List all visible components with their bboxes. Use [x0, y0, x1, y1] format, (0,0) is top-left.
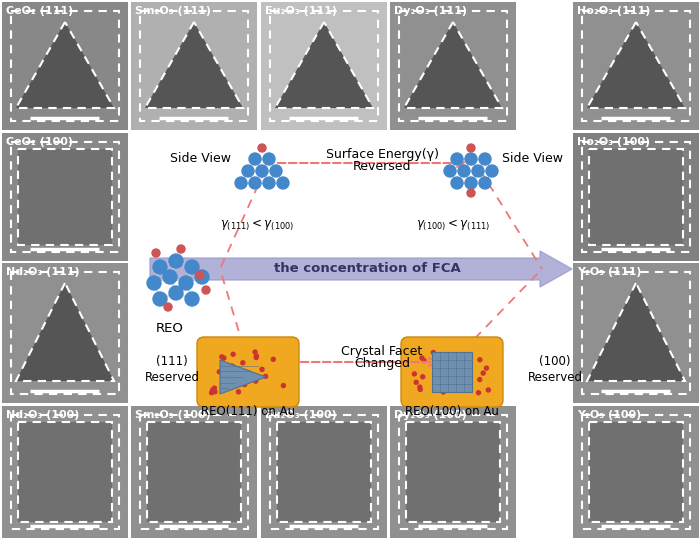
Circle shape: [223, 371, 228, 375]
Circle shape: [153, 292, 167, 306]
Circle shape: [255, 354, 258, 358]
Circle shape: [422, 359, 426, 363]
Circle shape: [463, 372, 467, 376]
Circle shape: [421, 375, 425, 379]
Bar: [573, 133, 699, 261]
Text: Crystal Facet: Crystal Facet: [342, 345, 423, 358]
Polygon shape: [587, 22, 685, 108]
FancyBboxPatch shape: [401, 337, 503, 407]
Text: Ho₂O₃ (111): Ho₂O₃ (111): [577, 6, 650, 16]
Text: Dy₂O₃ (111): Dy₂O₃ (111): [394, 6, 467, 16]
Text: (111)
Reserved: (111) Reserved: [144, 355, 199, 384]
Circle shape: [177, 245, 185, 253]
Circle shape: [196, 271, 204, 279]
Circle shape: [465, 153, 477, 165]
Circle shape: [486, 165, 498, 177]
Text: Changed: Changed: [354, 357, 410, 370]
Circle shape: [249, 153, 261, 165]
Circle shape: [253, 350, 257, 354]
Circle shape: [258, 144, 266, 152]
Circle shape: [264, 375, 267, 378]
Bar: [18, 149, 112, 245]
Bar: [582, 415, 690, 529]
Circle shape: [451, 153, 463, 165]
Bar: [11, 11, 119, 121]
Circle shape: [477, 391, 480, 395]
Circle shape: [185, 260, 199, 274]
Circle shape: [277, 177, 289, 189]
Circle shape: [217, 370, 221, 374]
Bar: [589, 149, 683, 245]
Bar: [2, 2, 128, 130]
Text: Nd₂O₃ (100): Nd₂O₃ (100): [6, 410, 79, 420]
Text: (100)
Reserved: (100) Reserved: [528, 355, 582, 384]
Circle shape: [235, 177, 247, 189]
Text: Ho₂O₃ (100): Ho₂O₃ (100): [577, 137, 650, 147]
Bar: [432, 352, 472, 392]
Circle shape: [231, 352, 235, 356]
Bar: [131, 406, 257, 538]
Circle shape: [263, 177, 275, 189]
Circle shape: [211, 388, 215, 392]
Bar: [147, 422, 241, 522]
Polygon shape: [587, 283, 685, 381]
Text: the concentration of FCA: the concentration of FCA: [274, 262, 461, 275]
Polygon shape: [275, 22, 373, 108]
Bar: [277, 422, 371, 522]
FancyArrow shape: [150, 251, 572, 287]
Circle shape: [446, 377, 450, 382]
Bar: [261, 2, 387, 130]
Text: Sm₂O₃ (111): Sm₂O₃ (111): [135, 6, 211, 16]
Text: $\gamma_{(100)}<\gamma_{(111)}$: $\gamma_{(100)}<\gamma_{(111)}$: [416, 218, 490, 233]
Circle shape: [441, 390, 445, 394]
Circle shape: [486, 388, 490, 392]
Circle shape: [270, 165, 282, 177]
Circle shape: [249, 177, 261, 189]
Circle shape: [256, 165, 268, 177]
Circle shape: [467, 144, 475, 152]
Circle shape: [179, 276, 193, 290]
Text: Dy₂O₃ (100): Dy₂O₃ (100): [394, 410, 467, 420]
Bar: [18, 149, 112, 245]
Polygon shape: [404, 22, 502, 108]
Bar: [18, 422, 112, 522]
Bar: [2, 133, 128, 261]
Bar: [131, 133, 573, 406]
Circle shape: [479, 153, 491, 165]
Bar: [399, 415, 507, 529]
Circle shape: [467, 189, 475, 197]
Circle shape: [472, 165, 484, 177]
Circle shape: [241, 361, 245, 365]
Circle shape: [272, 357, 275, 362]
Circle shape: [230, 364, 235, 368]
Circle shape: [220, 355, 224, 359]
Bar: [406, 422, 500, 522]
Circle shape: [260, 367, 264, 371]
Bar: [589, 422, 683, 522]
Circle shape: [152, 249, 160, 257]
Text: Eu₂O₃ (100): Eu₂O₃ (100): [265, 410, 337, 420]
Circle shape: [263, 153, 275, 165]
Circle shape: [419, 388, 422, 391]
Text: Surface Energy(γ): Surface Energy(γ): [326, 148, 438, 161]
Circle shape: [164, 303, 172, 311]
Circle shape: [281, 384, 286, 388]
FancyBboxPatch shape: [197, 337, 299, 407]
Text: Nd₂O₃ (111): Nd₂O₃ (111): [6, 267, 80, 277]
Circle shape: [443, 362, 447, 366]
Bar: [573, 406, 699, 538]
Text: Reversed: Reversed: [353, 160, 412, 173]
Text: Side View: Side View: [170, 152, 231, 165]
Circle shape: [237, 390, 241, 394]
Circle shape: [243, 383, 246, 386]
Bar: [582, 142, 690, 252]
Text: Y₂O₃ (100): Y₂O₃ (100): [577, 410, 641, 420]
Text: CeO₂ (100): CeO₂ (100): [6, 137, 73, 147]
Circle shape: [479, 177, 491, 189]
Circle shape: [448, 376, 452, 380]
Circle shape: [147, 276, 161, 290]
Circle shape: [242, 165, 254, 177]
Circle shape: [458, 165, 470, 177]
Circle shape: [253, 379, 258, 383]
Circle shape: [481, 371, 485, 375]
